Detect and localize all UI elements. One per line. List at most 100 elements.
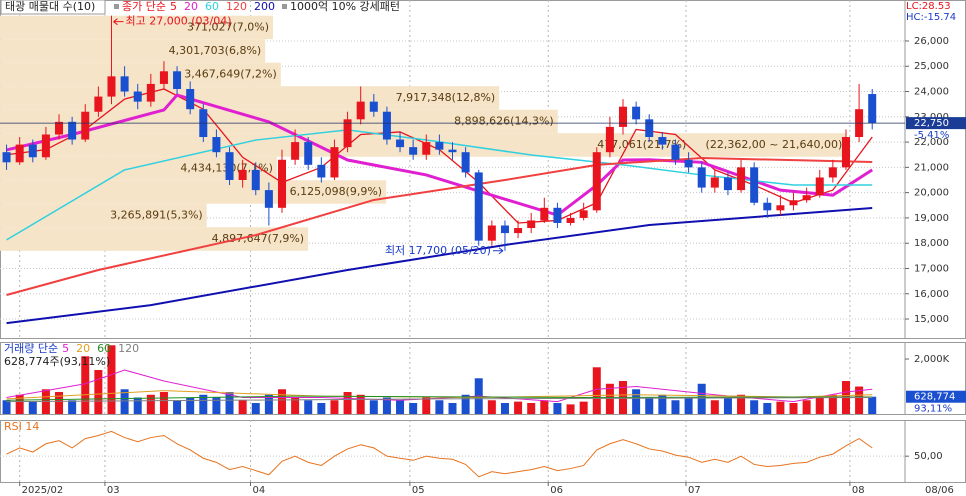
volume-bar <box>500 403 509 414</box>
candle-body <box>514 228 523 234</box>
annotation: 최고 27,000 (03/04) <box>125 15 231 28</box>
volume-bar <box>579 401 588 414</box>
volume-profile-label: 3,265,891(5,3%) <box>110 209 203 222</box>
volume-bar <box>632 389 641 414</box>
legend-marker <box>114 4 119 9</box>
volume-bar <box>645 397 654 414</box>
volume-bar <box>251 403 260 414</box>
x-tick-label: 2025/02 <box>22 485 64 496</box>
candle-body <box>671 144 680 160</box>
change-label: -5,41% <box>914 130 949 141</box>
candle-body <box>55 121 64 135</box>
volume-profile-band <box>0 15 273 40</box>
y-tick-label: 22,000 <box>914 137 949 148</box>
volume-bar <box>186 397 195 414</box>
candle-body <box>28 144 37 158</box>
volume-average-line <box>6 395 873 401</box>
volume-bar <box>55 392 64 414</box>
volume-profile-label: 6,125,098(9,9%) <box>290 185 383 198</box>
volume-bar <box>330 400 339 414</box>
candle-body <box>291 142 300 160</box>
candle-body <box>632 106 641 120</box>
volume-bar <box>763 403 772 414</box>
candle-body <box>527 220 536 229</box>
volume-profile-band <box>0 39 266 63</box>
y-tick-label: 24,000 <box>914 87 949 98</box>
candle-body <box>684 159 693 168</box>
volume-bar <box>448 403 457 414</box>
volume-bar <box>750 400 759 414</box>
y-tick-label: 50,00 <box>914 451 943 462</box>
volume-bar <box>815 397 824 414</box>
candle-body <box>474 172 483 241</box>
moving-average-line <box>6 157 873 296</box>
volume-bar <box>212 397 221 414</box>
volume-bar <box>723 397 732 414</box>
candle-body <box>186 88 195 110</box>
volume-bar <box>802 400 811 414</box>
legend-entry: 200 <box>254 0 275 13</box>
hc-label: HC:-15.74 <box>906 12 956 23</box>
last-price-box <box>906 117 966 130</box>
x-tick-label: 05 <box>412 485 425 496</box>
candle-body <box>41 134 50 158</box>
lc-label: LC:28.53 <box>906 1 951 12</box>
candle-body <box>68 121 77 140</box>
annotation: 최저 17,700 (05/20) <box>385 244 491 257</box>
candle-body <box>304 142 313 165</box>
legend-entry: 20 <box>184 0 198 13</box>
volume-bar <box>658 394 667 414</box>
volume-bar <box>146 394 155 414</box>
volume-bar <box>868 396 877 414</box>
legend-entry: 60 <box>205 0 219 13</box>
legend-prefix: 종가 단순 <box>122 0 166 13</box>
y-tick-label: 18,000 <box>914 238 949 249</box>
legend-entry: 120 <box>226 0 247 13</box>
candle-body <box>579 210 588 218</box>
candle-body <box>605 126 614 153</box>
candle-body <box>382 111 391 140</box>
panel-title: RSI 14 <box>4 420 39 433</box>
candle-body <box>369 101 378 112</box>
volume-bar <box>697 383 706 414</box>
volume-bar <box>120 389 129 414</box>
volume-bar <box>28 401 37 414</box>
candle-body <box>238 169 247 180</box>
volume-profile-band <box>0 62 281 87</box>
candle-body <box>461 152 470 173</box>
candle-body <box>776 205 785 211</box>
candle-body <box>487 225 496 241</box>
legend-entry: 5 <box>62 342 69 355</box>
candle-body <box>566 217 575 223</box>
rsi-line <box>6 430 873 478</box>
candle-body <box>159 71 168 84</box>
volume-bar <box>343 392 352 414</box>
date-label: 08/06 <box>925 485 954 496</box>
candle-body <box>592 152 601 211</box>
candle-body <box>723 177 732 191</box>
candle-body <box>658 137 667 145</box>
x-tick-label: 07 <box>688 485 701 496</box>
volume-bar <box>133 397 142 414</box>
volume-bar <box>737 394 746 414</box>
panel-title: 거래량 단순 <box>4 342 58 355</box>
x-tick-label: 03 <box>107 485 120 496</box>
volume-bar <box>553 403 562 414</box>
y-tick-label: 20,000 <box>914 188 949 199</box>
candle-body <box>133 91 142 102</box>
candle-body <box>841 137 850 168</box>
volume-profile-label: 4,301,703(6,8%) <box>169 44 262 57</box>
pattern-label: 1000억 10% 강세패턴 <box>290 0 400 13</box>
volume-bar <box>68 400 77 414</box>
volume-profile-label: 3,467,649(7,2%) <box>184 67 277 80</box>
volume-bar <box>540 400 549 414</box>
y-tick-label: 16,000 <box>914 289 949 300</box>
legend-entry: 120 <box>118 342 139 355</box>
candle-body <box>15 144 24 163</box>
volume-bar <box>238 400 247 414</box>
volume-bar <box>592 367 601 414</box>
candle-body <box>2 152 11 163</box>
y-tick-label: 17,000 <box>914 263 949 274</box>
y-tick-label: 21,000 <box>914 162 949 173</box>
candle-body <box>815 177 824 196</box>
